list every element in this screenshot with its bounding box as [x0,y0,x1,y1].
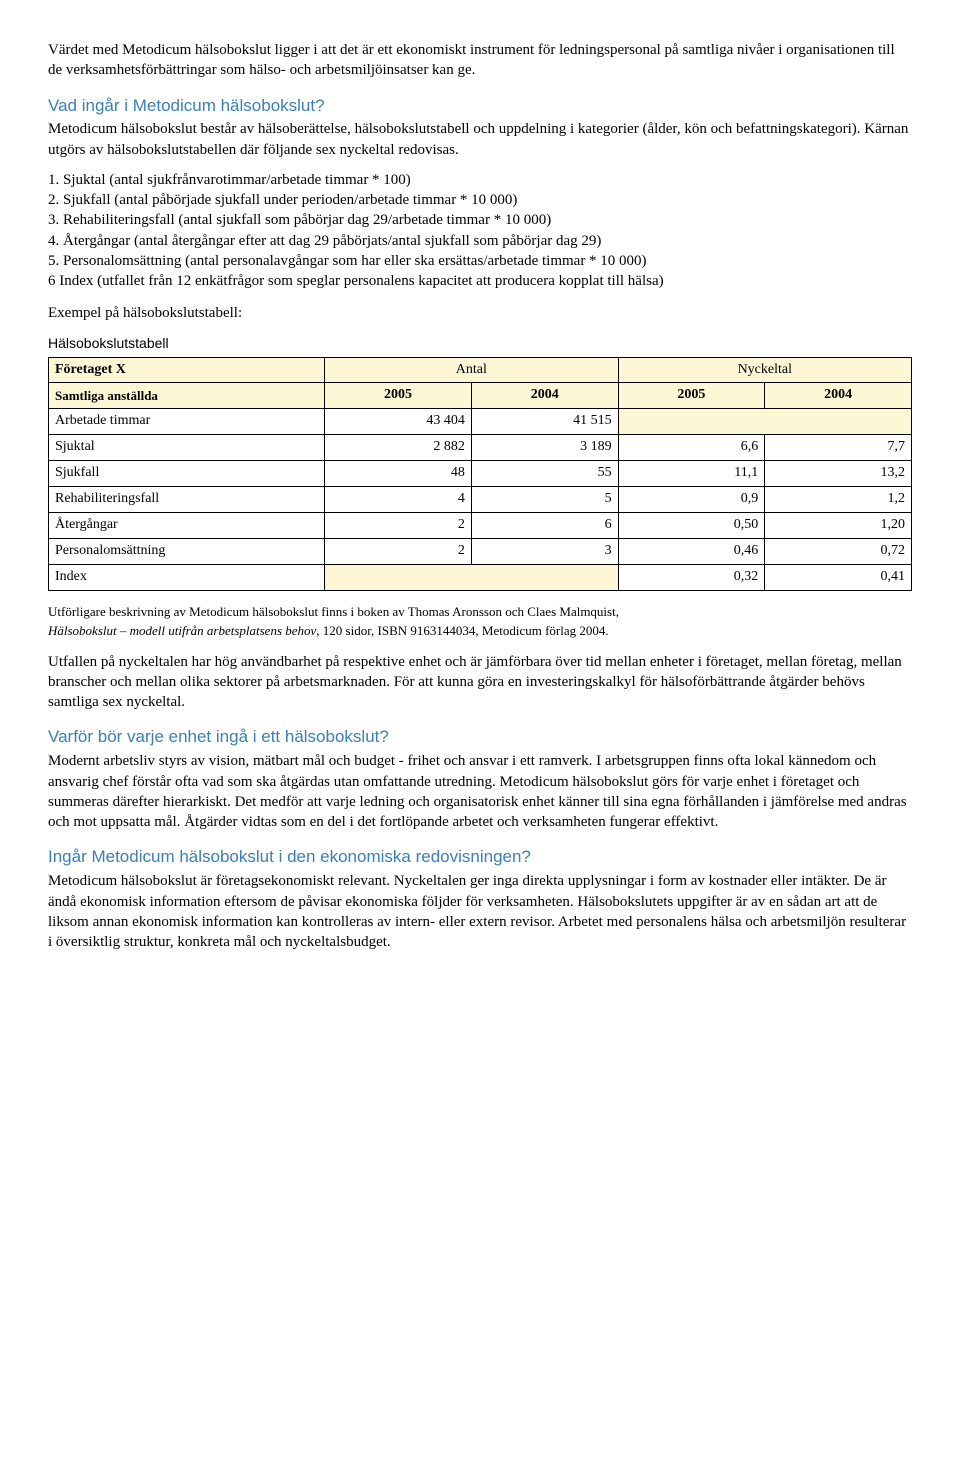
row-val: 48 [325,461,472,487]
row-val: 0,72 [765,538,912,564]
year-2004-a: 2004 [471,383,618,409]
list-item-1: 1. Sjuktal (antal sjukfrånvarotimmar/arb… [48,170,912,190]
example-label: Exempel på hälsobokslutstabell: [48,303,912,323]
section2-paragraph: Modernt arbetsliv styrs av vision, mätba… [48,751,912,832]
table-row: Index 0,32 0,41 [49,564,912,590]
row-empty-yellow [618,409,911,435]
row-val: 55 [471,461,618,487]
row-label: Återgångar [49,512,325,538]
year-2005-a: 2005 [325,383,472,409]
year-2004-n: 2004 [765,383,912,409]
row-val: 0,9 [618,487,765,513]
footnote-rest: , 120 sidor, ISBN 9163144034, Metodicum … [316,623,608,638]
intro-paragraph: Värdet med Metodicum hälsobokslut ligger… [48,40,912,81]
row-val: 3 [471,538,618,564]
list-item-3: 3. Rehabiliteringsfall (antal sjukfall s… [48,210,912,230]
row-label: Rehabiliteringsfall [49,487,325,513]
row-empty-yellow [325,564,618,590]
table-row: Arbetade timmar 43 404 41 515 [49,409,912,435]
section2-heading: Varför bör varje enhet ingå i ett hälsob… [48,726,912,749]
table-header-row-2: Samtliga anställda 2005 2004 2005 2004 [49,383,912,409]
samtliga-cell: Samtliga anställda [49,383,325,409]
table-row: Sjukfall 48 55 11,1 13,2 [49,461,912,487]
table-row: Sjuktal 2 882 3 189 6,6 7,7 [49,435,912,461]
list-item-6: 6 Index (utfallet från 12 enkätfrågor so… [48,271,912,291]
row-label: Sjuktal [49,435,325,461]
row-val: 1,20 [765,512,912,538]
row-val: 6 [471,512,618,538]
list-item-5: 5. Personalomsättning (antal personalavg… [48,251,912,271]
row-val: 2 [325,538,472,564]
row-val: 5 [471,487,618,513]
row-val: 6,6 [618,435,765,461]
row-label: Sjukfall [49,461,325,487]
nyckeltal-header: Nyckeltal [618,357,911,383]
antal-header: Antal [325,357,618,383]
table-row: Personalomsättning 2 3 0,46 0,72 [49,538,912,564]
row-val: 0,46 [618,538,765,564]
row-label: Arbetade timmar [49,409,325,435]
table-header-row-1: Företaget X Antal Nyckeltal [49,357,912,383]
list-item-4: 4. Återgångar (antal återgångar efter at… [48,231,912,251]
row-val: 43 404 [325,409,472,435]
row-val: 3 189 [471,435,618,461]
section1-heading: Vad ingår i Metodicum hälsobokslut? [48,95,912,118]
row-val: 1,2 [765,487,912,513]
section1-paragraph: Metodicum hälsobokslut består av hälsobe… [48,119,912,160]
row-val: 13,2 [765,461,912,487]
footnote-line2: Hälsobokslut – modell utifrån arbetsplat… [48,622,912,640]
year-2005-n: 2005 [618,383,765,409]
after-table-paragraph: Utfallen på nyckeltalen har hög användba… [48,652,912,713]
row-label: Index [49,564,325,590]
company-cell: Företaget X [49,357,325,383]
row-val: 11,1 [618,461,765,487]
row-val: 4 [325,487,472,513]
row-val: 0,32 [618,564,765,590]
row-val: 7,7 [765,435,912,461]
row-val: 2 882 [325,435,472,461]
table-title: Hälsobokslutstabell [48,334,912,353]
section3-paragraph: Metodicum hälsobokslut är företagsekonom… [48,871,912,952]
row-val: 2 [325,512,472,538]
table-row: Återgångar 2 6 0,50 1,20 [49,512,912,538]
row-val: 0,41 [765,564,912,590]
table-row: Rehabiliteringsfall 4 5 0,9 1,2 [49,487,912,513]
footnote-book-title: Hälsobokslut – modell utifrån arbetsplat… [48,623,316,638]
row-val: 41 515 [471,409,618,435]
footnote-line1: Utförligare beskrivning av Metodicum häl… [48,603,912,621]
list-item-2: 2. Sjukfall (antal påbörjade sjukfall un… [48,190,912,210]
section3-heading: Ingår Metodicum hälsobokslut i den ekono… [48,846,912,869]
row-val: 0,50 [618,512,765,538]
halsobokslut-table: Företaget X Antal Nyckeltal Samtliga ans… [48,357,912,591]
row-label: Personalomsättning [49,538,325,564]
